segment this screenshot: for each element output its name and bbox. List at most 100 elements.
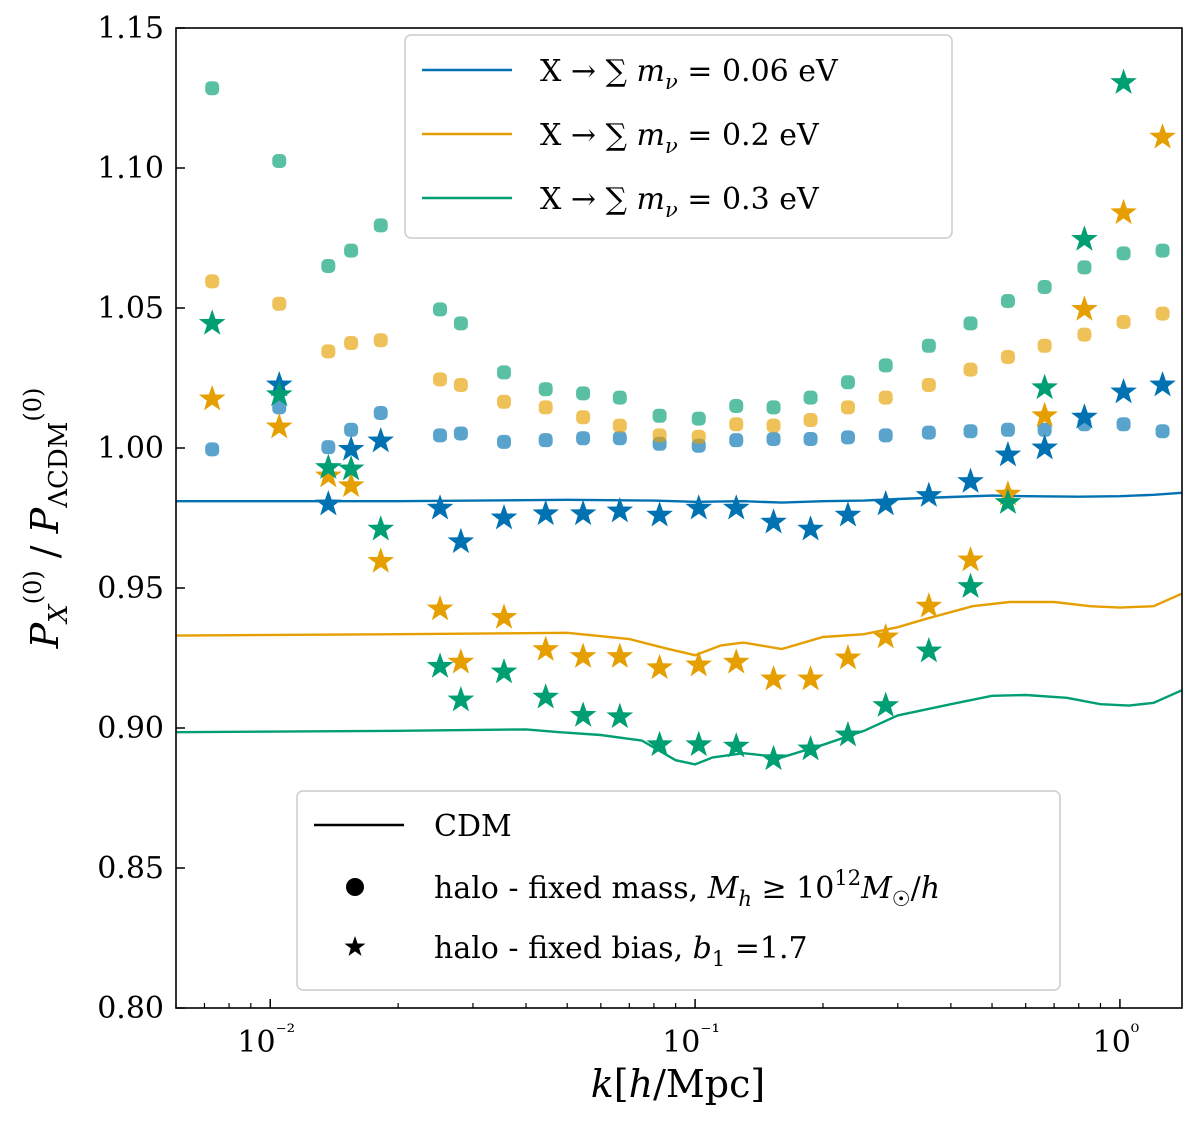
series-2-fixed-bias-star [606, 642, 634, 668]
y-tick-label: 0.90 [97, 711, 164, 746]
series-2-fixed-mass-point [766, 418, 781, 433]
y-tick-label: 0.85 [97, 851, 164, 886]
series-1-fixed-mass-point [344, 422, 359, 437]
series-3-fixed-bias-star [957, 572, 984, 598]
x-tick-label: 10⁰ [1093, 1020, 1140, 1060]
plot-frame [175, 27, 1183, 1009]
series-2-fixed-bias-star [569, 642, 597, 668]
series-2-fixed-mass-point [373, 333, 388, 348]
series-2-fixed-bias-star [337, 471, 365, 498]
series-3-fixed-mass-point [963, 316, 978, 331]
series-2-fixed-bias-star [315, 462, 342, 488]
series-3-fixed-bias-star [265, 380, 293, 407]
series-2-fixed-mass-point [344, 336, 359, 350]
series-2-fixed-mass-point [272, 296, 287, 311]
series-1-fixed-bias-star [1031, 434, 1058, 460]
series-2-fixed-bias-star [532, 635, 560, 661]
series-2-fixed-mass-point [1116, 315, 1131, 329]
series-3-fixed-bias-star [834, 721, 862, 747]
series-3-fixed-bias-star [1110, 68, 1137, 94]
series-1-fixed-mass-point [963, 424, 978, 439]
series-3-fixed-mass-point [373, 218, 388, 233]
series-2-fixed-mass-point [1155, 306, 1170, 321]
series-3-fixed-bias-star [490, 658, 518, 684]
series-1-fixed-mass-point [497, 434, 512, 449]
series-2-fixed-mass-point [691, 429, 706, 444]
series-2-fixed-bias-star [367, 547, 395, 573]
series-1-fixed-bias-star [872, 490, 900, 516]
series-3-fixed-bias-star [1031, 373, 1058, 400]
series-3-fixed-mass-point [878, 358, 893, 373]
series-3-fixed-mass-point [729, 399, 744, 413]
y-axis-label: PX(0) / PΛCDM(0) [19, 388, 74, 650]
series-2-fixed-mass-point [652, 428, 667, 443]
series-1-fixed-mass-point [205, 442, 220, 457]
series-2-fixed-bias-star [646, 653, 673, 680]
series-2-fixed-bias-star [1110, 198, 1137, 225]
series-2-fixed-bias-star [722, 648, 750, 674]
legend-bottom-label-1: CDM [434, 809, 512, 844]
series-1-cdm-line [176, 491, 1182, 504]
series-3-fixed-bias-star [915, 637, 943, 663]
y-tick-label: 1.10 [97, 151, 164, 186]
series-3-fixed-bias-star [447, 686, 475, 712]
y-tick-label: 0.95 [97, 571, 164, 606]
series-1-fixed-bias-star [994, 441, 1022, 467]
series-2-fixed-bias-star [1031, 401, 1058, 428]
legend-bottom-label-3: halo - fixed bias, b1 =1.7 [434, 931, 808, 971]
x-axis-label: k[h/Mpc] [591, 1062, 766, 1106]
series-1-fixed-mass-point [321, 440, 336, 455]
series-2-fixed-mass-point [963, 362, 978, 377]
series-2-fixed-bias-star [447, 648, 475, 674]
series-3-fixed-bias-star [315, 453, 342, 479]
series-3-fixed-mass-point [433, 302, 448, 317]
series-3-fixed-mass-point [538, 382, 553, 397]
series-2-fixed-bias-star [872, 623, 900, 649]
series-1-fixed-bias-star [426, 494, 454, 520]
series-3-fixed-mass-point [1037, 280, 1052, 294]
series-3-fixed-bias-star [1071, 225, 1098, 251]
series-1-fixed-bias-star [337, 435, 365, 461]
legend-bottom-circle-marker [346, 878, 364, 896]
y-tick-label: 1.05 [97, 291, 164, 326]
series-1-fixed-bias-star [569, 499, 597, 526]
series-2-fixed-bias-star [1071, 295, 1098, 321]
legend-top-label-3: X → ∑ mν = 0.3 eV [540, 182, 820, 222]
series-1-fixed-mass-point [538, 433, 553, 448]
series-3-fixed-bias-star [532, 683, 560, 709]
series-1-fixed-bias-star [685, 494, 713, 520]
series-3-fixed-mass-point [272, 154, 287, 168]
series-3-fixed-bias-star [685, 730, 713, 757]
x-tick-label: 10⁻² [237, 1020, 295, 1060]
series-2-fixed-bias-star [834, 644, 862, 670]
y-tick-label: 1.15 [97, 11, 164, 46]
series-1-fixed-bias-star [532, 499, 560, 526]
series-1-fixed-mass-point [433, 428, 448, 443]
series-1-fixed-mass-point [1000, 422, 1015, 437]
legend-bottom: CDM halo - fixed mass, Mh ≥ 1012M☉/h halo … [296, 790, 1061, 991]
series-2-fixed-bias-star [198, 385, 226, 411]
series-3-fixed-mass-point [497, 365, 512, 380]
series-2-fixed-bias-star [490, 603, 518, 629]
series-3-fixed-mass-point [1155, 243, 1170, 258]
series-3-fixed-mass-point [205, 81, 220, 96]
series-1-fixed-bias-star [1149, 371, 1176, 397]
series-2-fixed-mass-point [878, 390, 893, 405]
series-1-fixed-mass-point [921, 425, 936, 440]
series-1-fixed-mass-point [576, 431, 591, 446]
series-2-fixed-mass-point [538, 400, 553, 415]
series-3-fixed-bias-star [646, 730, 673, 757]
legend-top-box [404, 34, 953, 239]
series-2-fixed-mass-point [205, 274, 220, 289]
series-2-fixed-bias-star [797, 665, 824, 691]
series-1-fixed-bias-star [606, 497, 634, 523]
series-3-fixed-bias-star [722, 732, 750, 758]
series-1-fixed-mass-point [373, 406, 388, 420]
legend-bottom-star-marker [344, 936, 366, 956]
series-1-fixed-mass-point [1155, 424, 1170, 439]
series-1-fixed-bias-star [834, 501, 862, 527]
series-1-fixed-bias-star [447, 527, 475, 554]
series-2-fixed-mass-point [1077, 327, 1092, 342]
series-3-fixed-bias-star [797, 735, 824, 761]
series-2-fixed-mass-point [1037, 338, 1052, 353]
